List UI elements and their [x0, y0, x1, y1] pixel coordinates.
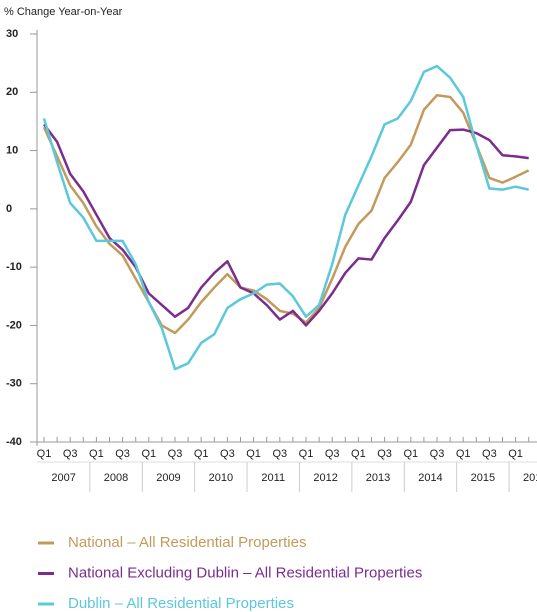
x-tick-label: Q3	[377, 448, 392, 460]
y-tick-label: -40	[6, 436, 22, 448]
series-line	[42, 93, 530, 335]
x-tick-label: Q1	[508, 448, 523, 460]
series-line	[42, 64, 529, 371]
x-tick-label: Q1	[194, 448, 209, 460]
y-tick-label: -10	[6, 261, 22, 273]
legend-label: National – All Residential Properties	[68, 534, 306, 551]
x-tick-label: Q3	[272, 448, 287, 460]
x-tick-label: Q3	[430, 448, 445, 460]
year-label: 2012	[313, 472, 337, 484]
x-tick-label: Q3	[115, 448, 130, 460]
x-tick-label: Q1	[299, 448, 314, 460]
x-tick-label: Q1	[246, 448, 261, 460]
y-tick-label: -30	[6, 378, 22, 390]
year-label: 2008	[104, 472, 128, 484]
year-label: 2016	[523, 472, 537, 484]
year-label: 2014	[418, 472, 442, 484]
legend-label: National Excluding Dublin – All Resident…	[68, 564, 422, 581]
year-label: 2011	[261, 472, 285, 484]
year-label: 2009	[156, 472, 180, 484]
y-tick-label: 0	[6, 203, 12, 215]
y-axis-label: % Change Year-on-Year	[4, 6, 123, 18]
x-tick-label: Q1	[456, 448, 471, 460]
x-tick-label: Q1	[89, 448, 104, 460]
y-tick-label: 20	[6, 86, 18, 98]
x-tick-label: Q1	[37, 448, 52, 460]
series-line	[42, 123, 529, 327]
year-label: 2015	[471, 472, 495, 484]
year-label: 2007	[51, 472, 75, 484]
y-tick-label: -20	[6, 319, 22, 331]
x-tick-label: Q1	[351, 448, 366, 460]
year-label: 2013	[366, 472, 390, 484]
x-tick-label: Q3	[63, 448, 78, 460]
legend-label: Dublin – All Residential Properties	[68, 595, 294, 612]
y-tick-label: 10	[6, 144, 18, 156]
x-tick-label: Q3	[220, 448, 235, 460]
x-tick-label: Q3	[325, 448, 340, 460]
x-tick-label: Q3	[482, 448, 497, 460]
y-tick-label: 30	[6, 28, 18, 40]
x-tick-label: Q1	[141, 448, 156, 460]
x-tick-label: Q1	[403, 448, 418, 460]
year-label: 2010	[209, 472, 233, 484]
x-tick-label: Q3	[168, 448, 183, 460]
